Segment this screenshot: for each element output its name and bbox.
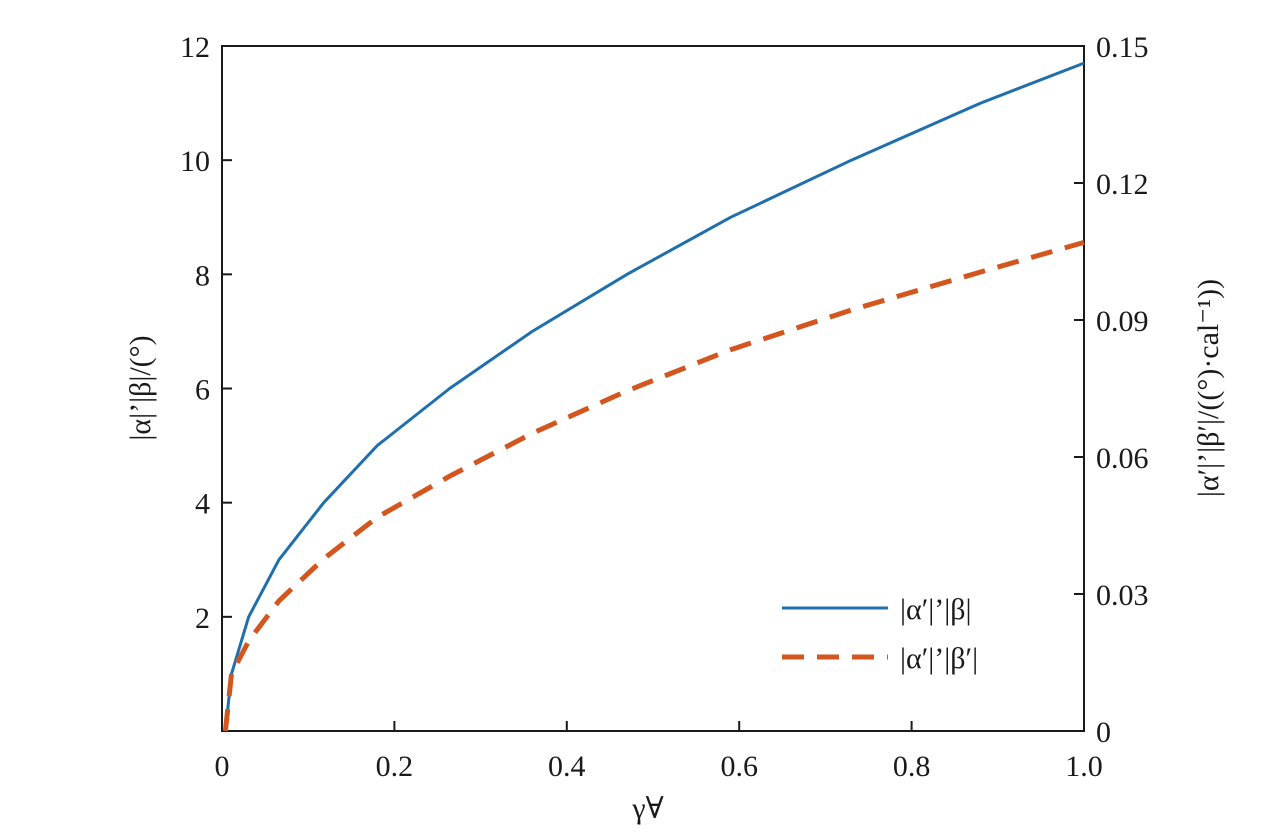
y-tick-label: 10 [180, 145, 210, 178]
y-axis-right: 0 0.03 0.06 0.09 0.12 0.15 [1074, 31, 1149, 749]
x-tick-label: 0.4 [548, 750, 586, 783]
y2-tick-label: 0 [1096, 716, 1111, 749]
y-tick-label: 8 [195, 259, 210, 292]
y-tick-label: 12 [180, 31, 210, 64]
plot-frame [221, 45, 1085, 732]
series-line-solid [223, 61, 1085, 732]
legend: |α′|’|β| |α′|’|β′| [782, 593, 978, 675]
series-line-dashed [222, 239, 1085, 732]
y-axis-left: 2 4 6 8 10 12 [180, 31, 232, 635]
y-axis-left-label: |α|’|β|/(°) [124, 335, 157, 440]
x-tick-label: 1.0 [1065, 750, 1103, 783]
y2-tick-label: 0.06 [1096, 442, 1149, 475]
series-layer [222, 61, 1085, 732]
x-tick-label: 0 [215, 750, 230, 783]
y2-tick-label: 0.15 [1096, 31, 1149, 64]
y-tick-label: 6 [195, 374, 210, 407]
y-tick-label: 2 [195, 602, 210, 635]
y2-tick-label: 0.12 [1096, 168, 1149, 201]
y-tick-label: 4 [195, 488, 210, 521]
y2-tick-label: 0.03 [1096, 579, 1149, 612]
y2-tick-label: 0.09 [1096, 305, 1149, 338]
legend-label-solid: |α′|’|β| [900, 593, 972, 626]
legend-label-dashed: |α′|’|β′| [900, 642, 978, 675]
x-tick-label: 0.2 [376, 750, 414, 783]
x-axis: 0 0.2 0.4 0.6 0.8 1.0 [215, 721, 1103, 783]
x-tick-label: 0.6 [720, 750, 758, 783]
x-tick-label: 0.8 [893, 750, 931, 783]
y-axis-right-label: |α′|’|β′|/((°)·cal⁻¹)) [1192, 279, 1225, 497]
x-axis-label: γ∀ [631, 792, 663, 825]
